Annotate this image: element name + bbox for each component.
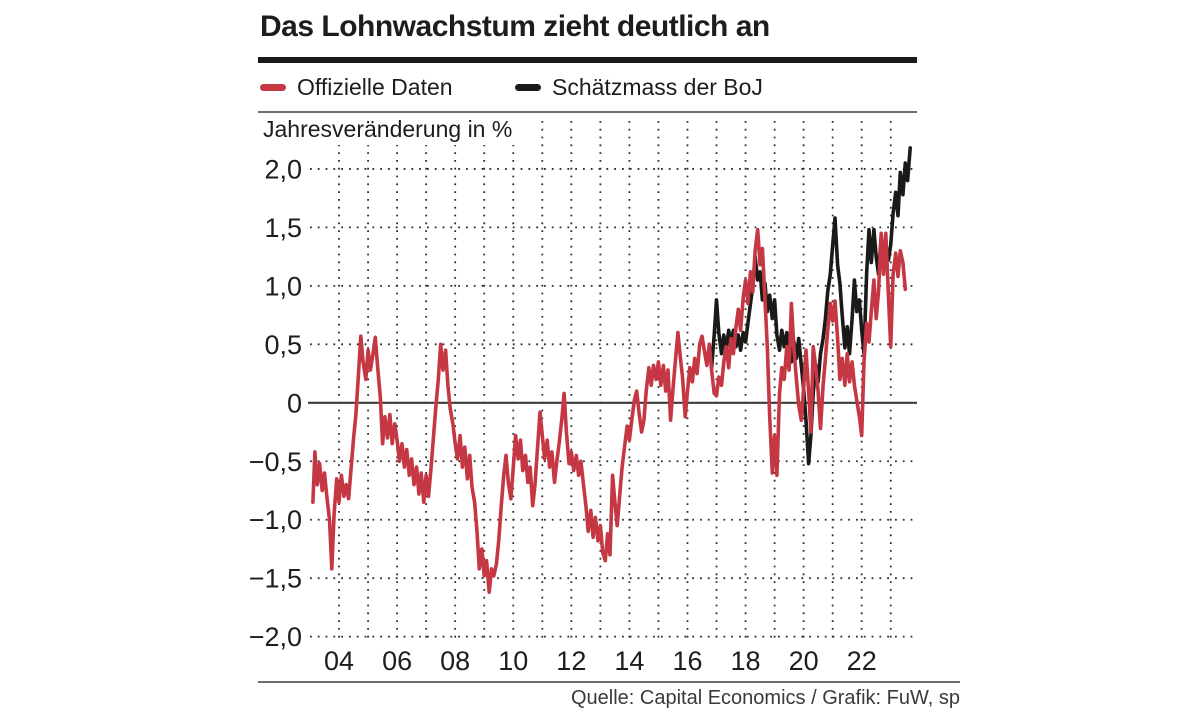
y-tick-label: 0,5 xyxy=(264,330,302,360)
title-rule xyxy=(258,57,917,63)
legend-swatch-official-data xyxy=(260,83,286,91)
legend-label-boj-estimate: Schätzmass der BoJ xyxy=(552,73,763,100)
y-tick-label: −1,5 xyxy=(249,564,302,594)
x-tick-label: 08 xyxy=(440,646,470,676)
series-line-offizielle-daten xyxy=(311,227,908,595)
x-tick-label: 22 xyxy=(847,646,877,676)
x-tick-label: 20 xyxy=(789,646,819,676)
y-tick-label: 0 xyxy=(287,388,302,418)
y-axis-unit-label: Jahresveränderung in % xyxy=(263,116,523,145)
x-tick-label: 12 xyxy=(556,646,586,676)
y-tick-label: −0,5 xyxy=(249,447,302,477)
source-separator-rule xyxy=(258,681,960,683)
legend-separator-rule xyxy=(258,111,917,113)
y-tick-label: −1,0 xyxy=(249,505,302,535)
legend-item-official-data: Offizielle Daten xyxy=(260,74,453,100)
x-tick-label: 04 xyxy=(324,646,354,676)
source-line: Quelle: Capital Economics / Grafik: FuW,… xyxy=(570,687,960,709)
x-tick-label: 10 xyxy=(498,646,528,676)
x-tick-label: 06 xyxy=(382,646,412,676)
y-tick-label: 1,0 xyxy=(264,271,302,301)
chart-title: Das Lohnwachstum zieht deutlich an xyxy=(260,10,770,43)
legend-swatch-boj-estimate xyxy=(515,83,541,91)
x-tick-label: 16 xyxy=(672,646,702,676)
x-tick-label: 14 xyxy=(614,646,644,676)
x-tick-label: 18 xyxy=(731,646,761,676)
legend-item-boj-estimate: Schätzmass der BoJ xyxy=(515,74,763,100)
y-tick-label: 2,0 xyxy=(264,154,302,184)
legend-label-official-data: Offizielle Daten xyxy=(297,73,453,100)
y-tick-label: 1,5 xyxy=(264,213,302,243)
y-tick-label: −2,0 xyxy=(249,622,302,652)
series-line-sch-tzmass-der-boj xyxy=(709,146,913,466)
